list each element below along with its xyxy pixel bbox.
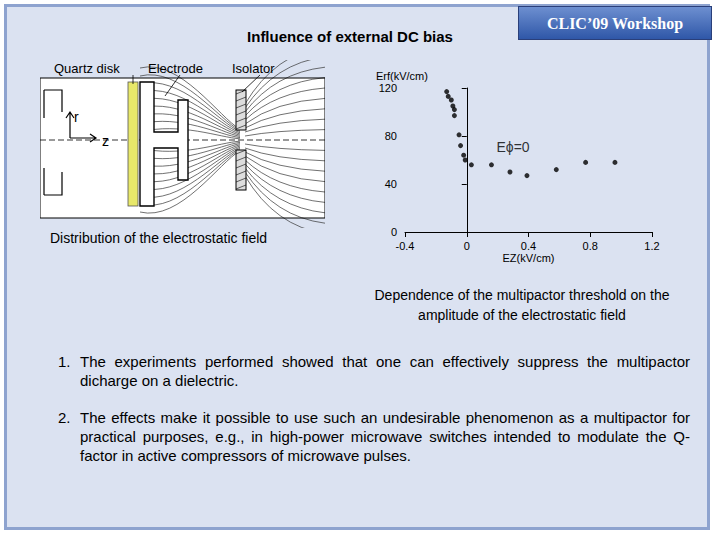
svg-text:0.8: 0.8 xyxy=(583,240,598,252)
html-text:Dependence of the multipactor: Dependence of the multipactor threshold … xyxy=(374,287,670,323)
svg-text:-0.4: -0.4 xyxy=(396,240,415,252)
svg-text:EZ(kV/cm): EZ(kV/cm) xyxy=(503,252,555,264)
html-text:Distribution of the electrosta: Distribution of the electrostatic field xyxy=(50,230,268,246)
html-text:The effects make it possible t: The effects make it possible to use such… xyxy=(80,409,690,464)
svg-text:80: 80 xyxy=(385,130,397,142)
html-text:2.: 2. xyxy=(58,409,71,426)
svg-text:0.4: 0.4 xyxy=(521,240,536,252)
svg-text:Eϕ=0: Eϕ=0 xyxy=(496,139,529,155)
svg-text:Quartz disk: Quartz disk xyxy=(54,61,120,76)
svg-text:0: 0 xyxy=(391,226,397,238)
svg-text:120: 120 xyxy=(379,82,397,94)
svg-text:40: 40 xyxy=(385,178,397,190)
svg-text:Isolator: Isolator xyxy=(232,61,275,76)
html-text:1.: 1. xyxy=(58,353,71,370)
svg-text:z: z xyxy=(102,133,109,149)
html-text:Influence of external DC bias: Influence of external DC bias xyxy=(247,28,453,45)
svg-text:r: r xyxy=(74,109,79,125)
html-text:Erf(kV/cm): Erf(kV/cm) xyxy=(376,70,428,82)
svg-text:0: 0 xyxy=(464,240,470,252)
html-text:CLIC’09 Workshop: CLIC’09 Workshop xyxy=(546,15,684,32)
html-text:The experiments performed show: The experiments performed showed that on… xyxy=(80,353,690,389)
svg-text:Electrode: Electrode xyxy=(148,61,203,76)
svg-text:1.2: 1.2 xyxy=(644,240,659,252)
